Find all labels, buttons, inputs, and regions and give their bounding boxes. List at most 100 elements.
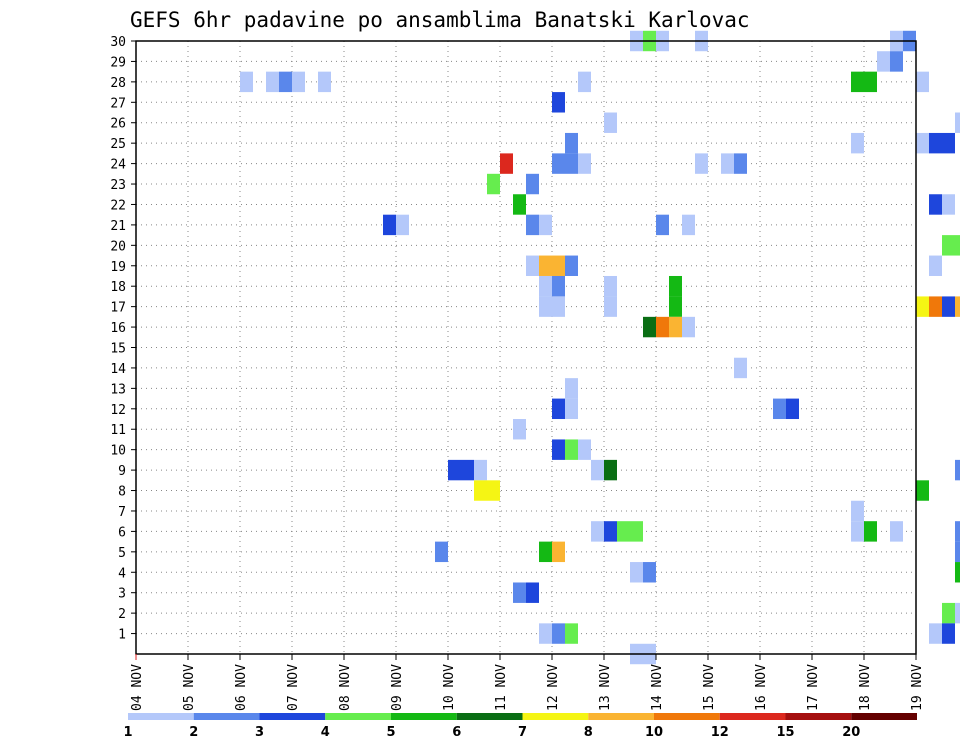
precip-cell (955, 541, 960, 563)
precip-cell (864, 71, 877, 93)
precip-cell (539, 541, 552, 563)
precip-cell (916, 296, 929, 317)
precip-cell (474, 480, 487, 501)
legend-label: 7 (518, 725, 527, 740)
precip-cell (955, 296, 960, 317)
precip-cell (773, 398, 786, 420)
legend-swatch (588, 713, 654, 720)
y-tick-label: 6 (118, 525, 126, 540)
precip-cell (864, 521, 877, 542)
y-tick-label: 28 (110, 76, 126, 91)
precip-cell (955, 562, 960, 583)
precip-cell (929, 623, 942, 644)
y-tick-label: 21 (110, 219, 126, 234)
precip-cell (448, 459, 461, 481)
x-tick-label: 11 NOV (494, 664, 509, 711)
precip-cell (539, 255, 552, 276)
x-tick-label: 08 NOV (338, 664, 353, 711)
precip-cell (942, 602, 955, 624)
precip-cell (604, 275, 617, 297)
legend-swatch (654, 713, 720, 720)
precip-cell (513, 419, 526, 440)
precip-cell (552, 296, 565, 317)
precip-cell (630, 521, 643, 542)
legend-label: 15 (776, 725, 794, 740)
precip-cell (552, 398, 565, 420)
y-tick-label: 16 (110, 321, 126, 336)
x-tick-label: 07 NOV (286, 664, 301, 711)
x-tick-label: 18 NOV (858, 664, 873, 711)
precip-cell (695, 153, 708, 174)
precip-cell (942, 296, 955, 317)
y-tick-label: 27 (110, 96, 126, 111)
legend-swatch (259, 713, 326, 720)
precip-cell (955, 459, 960, 481)
precip-cell (578, 439, 591, 460)
precip-cell (877, 51, 890, 72)
precip-cell (539, 296, 552, 317)
precip-cell (851, 132, 864, 154)
y-tick-label: 8 (118, 485, 126, 500)
precip-cell (552, 623, 565, 644)
legend-swatch (193, 713, 260, 720)
legend-swatch (391, 713, 457, 720)
precip-cell (513, 582, 526, 603)
y-tick-label: 17 (110, 301, 126, 316)
legend-swatch (522, 713, 589, 720)
precip-cell (565, 153, 578, 174)
precip-cell (955, 112, 960, 133)
x-tick-label: 15 NOV (702, 664, 717, 711)
precip-cell (539, 623, 552, 644)
precip-cell (851, 71, 864, 93)
precip-cell (552, 541, 565, 563)
precip-cell (552, 92, 565, 113)
legend-swatch (456, 713, 523, 720)
x-tick-label: 12 NOV (546, 664, 561, 711)
precip-cell (552, 439, 565, 460)
precip-cell (565, 378, 578, 399)
y-tick-label: 4 (118, 566, 126, 581)
precip-cell (279, 71, 292, 93)
precip-cell (786, 398, 799, 420)
x-tick-label: 04 NOV (130, 664, 145, 711)
y-tick-label: 24 (110, 158, 126, 173)
precip-cell (734, 153, 747, 174)
precip-cell (929, 255, 942, 276)
precip-cell (500, 153, 513, 174)
legend-swatch (785, 713, 852, 720)
legend-label: 5 (386, 725, 395, 740)
x-tick-label: 14 NOV (650, 664, 665, 711)
precip-cell (682, 214, 695, 236)
precip-cell (955, 602, 960, 624)
x-tick-label: 05 NOV (182, 664, 197, 711)
x-tick-label: 17 NOV (806, 664, 821, 711)
precip-cell (656, 214, 669, 236)
y-tick-label: 10 (110, 444, 126, 459)
precip-cell (955, 521, 960, 542)
precip-cell (916, 480, 929, 501)
precip-cell (474, 459, 487, 481)
precip-cell (266, 71, 279, 93)
y-tick-label: 7 (118, 505, 126, 520)
legend-label: 20 (842, 725, 860, 740)
y-tick-label: 2 (118, 607, 126, 622)
y-tick-label: 26 (110, 117, 126, 132)
precip-cell (487, 480, 500, 501)
y-tick-label: 23 (110, 178, 126, 193)
y-tick-label: 30 (110, 35, 126, 50)
precip-cell (669, 275, 682, 297)
precip-cell (630, 562, 643, 583)
precip-cell (929, 132, 942, 154)
y-tick-label: 20 (110, 239, 126, 254)
y-tick-label: 18 (110, 280, 126, 295)
precip-cell (565, 398, 578, 420)
precip-cell (669, 316, 682, 338)
precip-cell (591, 521, 604, 542)
legend-label: 12 (711, 725, 729, 740)
precip-cell (487, 173, 500, 195)
x-tick-label: 10 NOV (442, 664, 457, 711)
precip-cell (604, 296, 617, 317)
legend-swatch (719, 713, 786, 720)
y-tick-label: 12 (110, 403, 126, 418)
precip-cell (604, 521, 617, 542)
